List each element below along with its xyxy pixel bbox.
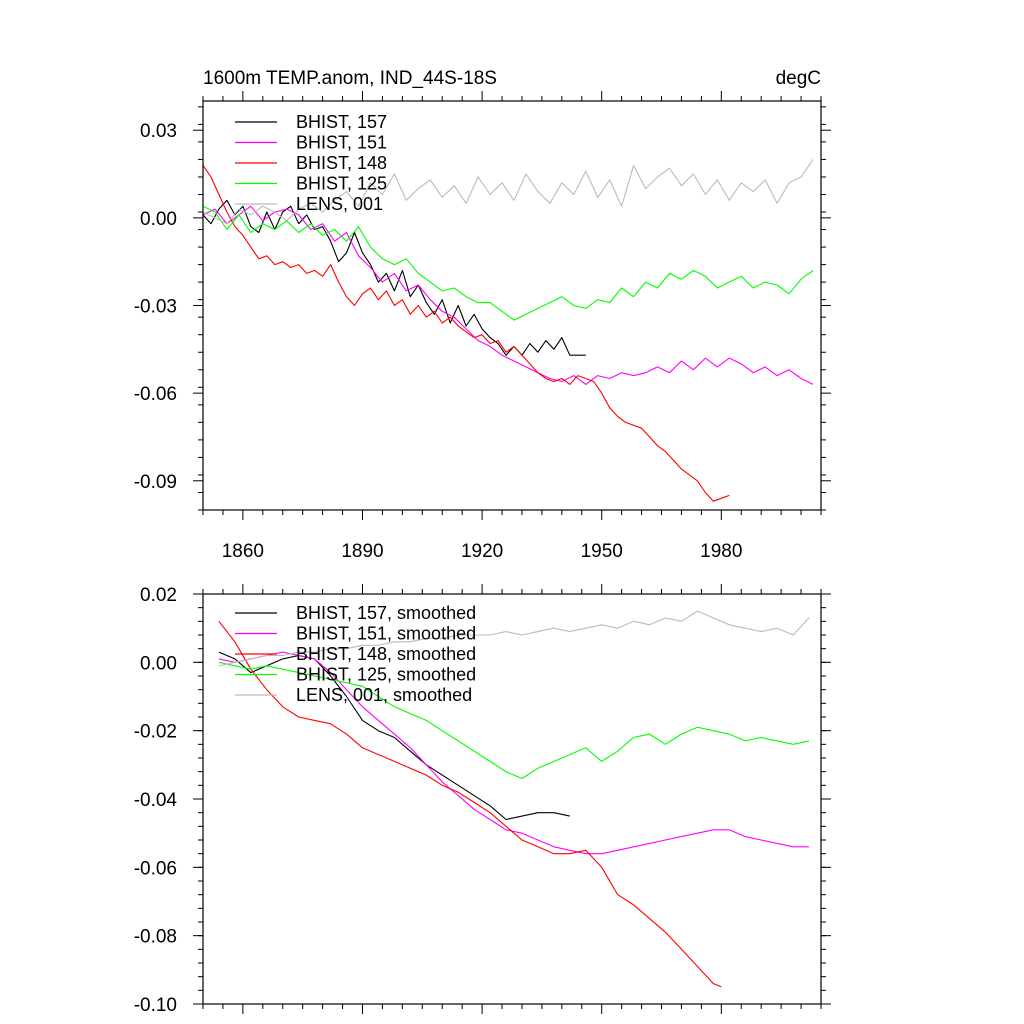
bottom-legend-label-1: BHIST, 151, smoothed xyxy=(296,624,476,644)
top-y-tick-label: 0.00 xyxy=(140,209,177,230)
bottom-y-tick-label: 0.00 xyxy=(140,653,177,674)
top-x-tick-label: 1890 xyxy=(341,541,383,562)
top-series-line-2 xyxy=(203,164,730,502)
units-label: degC xyxy=(776,68,821,89)
top-y-tick-label: -0.09 xyxy=(134,472,177,493)
bottom-legend-label-0: BHIST, 157, smoothed xyxy=(296,603,476,623)
bottom-y-tick-label: -0.08 xyxy=(134,927,177,948)
top-x-tick-label: 1980 xyxy=(700,541,742,562)
top-plot-area: 1860 1890 1920 1950 1980 0.03 0.00 -0.03 -0.06 -0… xyxy=(134,91,831,562)
top-series-group xyxy=(203,159,814,502)
top-series-line-4 xyxy=(203,159,814,225)
top-y-tick-label: -0.06 xyxy=(134,384,177,405)
bottom-y-tick-label: 0.02 xyxy=(140,585,177,606)
bottom-series-line-2 xyxy=(218,620,722,988)
bottom-legend-label-4: LENS, 001, smoothed xyxy=(296,685,472,705)
bottom-plot-area: 0.02 0.00 -0.02 -0.04 -0.06 -0.08 -0.10 BHIST, … xyxy=(134,584,831,1016)
top-x-tick-label: 1860 xyxy=(222,541,264,562)
bottom-panel: 0.02 0.00 -0.02 -0.04 -0.06 -0.08 -0.10 BHIST, … xyxy=(134,584,831,1016)
top-x-tick-label: 1950 xyxy=(581,541,623,562)
top-legend-label-4: LENS, 001 xyxy=(296,194,383,214)
top-y-tick-label: 0.03 xyxy=(140,121,177,142)
top-y-tick-label: -0.03 xyxy=(134,297,177,318)
bottom-legend-label-3: BHIST, 125, smoothed xyxy=(296,665,476,685)
bottom-series-line-1 xyxy=(218,651,809,855)
top-legend-label-0: BHIST, 157 xyxy=(296,112,387,132)
top-legend-label-3: BHIST, 125 xyxy=(296,174,387,194)
bottom-series-group xyxy=(218,610,810,988)
bottom-legend-label-2: BHIST, 148, smoothed xyxy=(296,644,476,664)
bottom-y-tick-label: -0.10 xyxy=(134,995,177,1016)
top-legend-label-2: BHIST, 148 xyxy=(296,153,387,173)
top-series-line-0 xyxy=(203,199,586,356)
bottom-y-tick-label: -0.06 xyxy=(134,858,177,879)
top-legend-label-1: BHIST, 151 xyxy=(296,133,387,153)
bottom-series-line-4 xyxy=(218,610,810,667)
top-x-tick-label: 1920 xyxy=(461,541,503,562)
bottom-series-line-3 xyxy=(218,661,810,780)
top-series-line-3 xyxy=(203,205,814,321)
bottom-series-line-0 xyxy=(218,651,570,821)
chart-title: 1600m TEMP.anom, IND_44S-18S xyxy=(203,68,497,89)
top-panel: 1600m TEMP.anom, IND_44S-18S degC 1860 18… xyxy=(134,68,831,562)
bottom-y-tick-label: -0.02 xyxy=(134,722,177,743)
top-series-line-1 xyxy=(203,205,814,385)
bottom-y-tick-label: -0.04 xyxy=(134,790,178,811)
